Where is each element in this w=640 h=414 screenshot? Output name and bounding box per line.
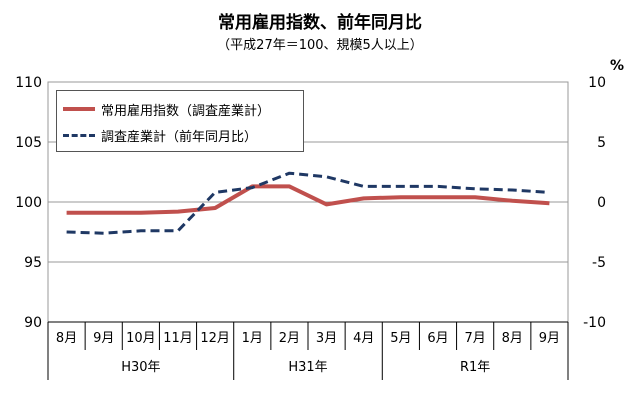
legend-item-yoy: 調査産業計（前年同月比） (63, 125, 257, 145)
left-tick-label: 95 (24, 255, 42, 271)
year-group-label: H30年 (121, 360, 160, 375)
category-label: 12月 (200, 331, 230, 346)
category-label: 1月 (242, 331, 263, 346)
right-tick-label: 10 (588, 75, 606, 91)
category-label: 8月 (56, 331, 77, 346)
legend-item-index: 常用雇用指数（調査産業計） (63, 99, 270, 119)
legend-swatch-index (63, 107, 95, 111)
legend-label-yoy: 調査産業計（前年同月比） (101, 129, 258, 145)
year-group-label: H31年 (288, 360, 327, 375)
category-label: 11月 (163, 331, 193, 346)
right-tick-label: -5 (592, 255, 606, 271)
chart-title: 常用雇用指数、前年同月比 (218, 13, 422, 33)
legend: 常用雇用指数（調査産業計） 調査産業計（前年同月比） (56, 90, 304, 152)
left-tick-label: 100 (15, 195, 42, 211)
legend-label-index: 常用雇用指数（調査産業計） (101, 103, 271, 119)
right-tick-label: 0 (597, 195, 606, 211)
left-tick-label: 90 (24, 315, 42, 331)
yoy-series-line (66, 171, 550, 235)
category-label: 5月 (390, 331, 411, 346)
chart-subtitle: （平成27年＝100、規模5人以上） (217, 38, 423, 53)
index-series-line (66, 184, 550, 215)
legend-swatch-yoy (63, 133, 95, 137)
category-label: 6月 (427, 331, 448, 346)
right-tick-label: 5 (597, 135, 606, 151)
left-tick-label: 110 (15, 75, 42, 91)
category-label: 3月 (316, 331, 337, 346)
category-label: 2月 (279, 331, 300, 346)
year-group-label: R1年 (460, 360, 490, 375)
category-label: 7月 (465, 331, 486, 346)
right-tick-label: -10 (583, 315, 606, 331)
left-tick-label: 105 (15, 135, 42, 151)
right-axis-unit: % (610, 58, 624, 74)
category-label: 10月 (126, 331, 156, 346)
category-label: 8月 (502, 331, 523, 346)
category-label: 4月 (353, 331, 374, 346)
category-label: 9月 (539, 331, 560, 346)
category-label: 9月 (93, 331, 114, 346)
